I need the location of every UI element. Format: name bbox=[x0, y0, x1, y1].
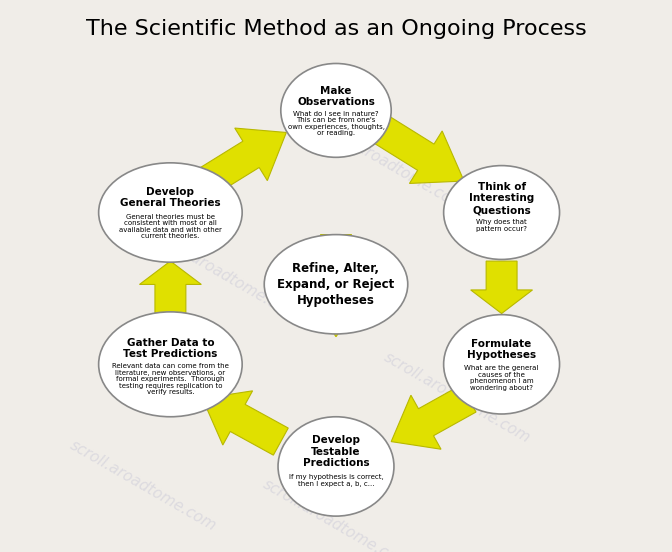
Polygon shape bbox=[200, 128, 286, 194]
Ellipse shape bbox=[99, 163, 242, 262]
Text: scroll.aroadtome.com: scroll.aroadtome.com bbox=[150, 228, 302, 324]
Text: General theories must be
consistent with most or all
available data and with oth: General theories must be consistent with… bbox=[119, 214, 222, 239]
Ellipse shape bbox=[444, 315, 560, 414]
Polygon shape bbox=[391, 385, 476, 449]
Text: scroll.aroadtome.com: scroll.aroadtome.com bbox=[315, 118, 467, 214]
Text: Refine, Alter,
Expand, or Reject
Hypotheses: Refine, Alter, Expand, or Reject Hypothe… bbox=[278, 262, 394, 307]
Text: Why does that
pattern occur?: Why does that pattern occur? bbox=[476, 219, 527, 232]
Text: Formulate
Hypotheses: Formulate Hypotheses bbox=[467, 338, 536, 360]
Text: scroll.aroadtome.com: scroll.aroadtome.com bbox=[382, 349, 534, 445]
Text: The Scientific Method as an Ongoing Process: The Scientific Method as an Ongoing Proc… bbox=[85, 19, 587, 39]
Text: What do I see in nature?
This can be from one's
own experiences, thoughts,
or re: What do I see in nature? This can be fro… bbox=[288, 111, 384, 136]
Text: scroll.aroadtome.com: scroll.aroadtome.com bbox=[67, 438, 218, 534]
Ellipse shape bbox=[264, 235, 408, 334]
Text: Develop
General Theories: Develop General Theories bbox=[120, 187, 220, 209]
Text: What are the general
causes of the
phenomenon I am
wondering about?: What are the general causes of the pheno… bbox=[464, 365, 539, 391]
Ellipse shape bbox=[99, 312, 242, 417]
Polygon shape bbox=[202, 391, 288, 455]
Text: If my hypothesis is correct,
then I expect a, b, c...: If my hypothesis is correct, then I expe… bbox=[289, 474, 383, 487]
Text: Relevant data can come from the
literature, new observations, or
formal experime: Relevant data can come from the literatu… bbox=[112, 363, 229, 395]
Text: Develop
Testable
Predictions: Develop Testable Predictions bbox=[302, 435, 370, 468]
Polygon shape bbox=[140, 261, 202, 313]
Ellipse shape bbox=[444, 166, 560, 259]
Ellipse shape bbox=[278, 417, 394, 516]
Text: Think of
Interesting
Questions: Think of Interesting Questions bbox=[469, 182, 534, 215]
Polygon shape bbox=[305, 235, 367, 337]
Polygon shape bbox=[470, 261, 532, 314]
Text: Make
Observations: Make Observations bbox=[297, 86, 375, 107]
Text: scroll.aroadtome.com: scroll.aroadtome.com bbox=[260, 476, 412, 552]
Polygon shape bbox=[371, 115, 464, 183]
Ellipse shape bbox=[281, 63, 391, 157]
Text: Gather Data to
Test Predictions: Gather Data to Test Predictions bbox=[123, 338, 218, 359]
